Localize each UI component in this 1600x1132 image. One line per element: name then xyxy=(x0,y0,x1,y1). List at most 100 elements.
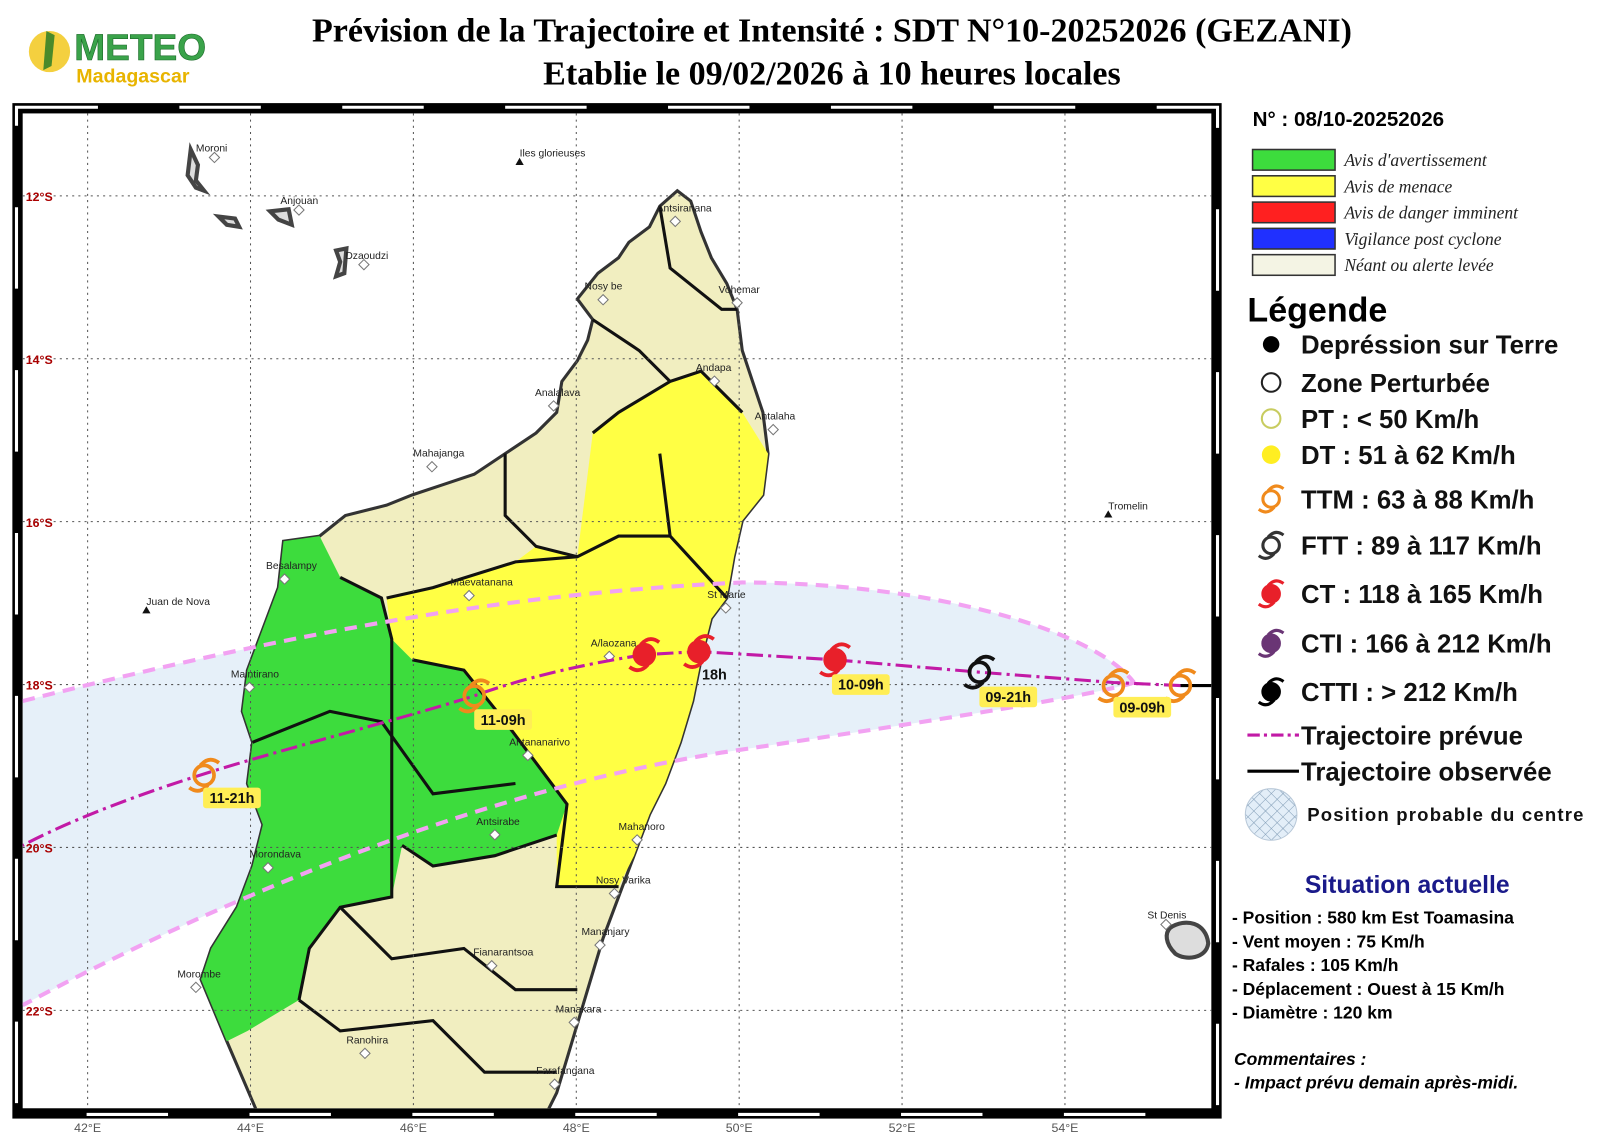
alert-label: Avis de danger imminent xyxy=(1343,203,1519,223)
alert-swatch xyxy=(1251,148,1336,171)
region-border xyxy=(658,453,672,537)
region-border xyxy=(339,906,578,992)
place-label: Mahanoro xyxy=(619,822,666,833)
legend-label: CT : 118 à 165 Km/h xyxy=(1301,581,1543,609)
alert-swatch xyxy=(1251,175,1336,198)
legend-label: Trajectoire observée xyxy=(1301,758,1552,786)
lon-label: 52°E xyxy=(889,1121,916,1132)
legend-label: CTI : 166 à 212 Km/h xyxy=(1301,631,1552,659)
cyclone-core xyxy=(632,642,657,667)
island-moheli xyxy=(212,213,243,230)
cyclone-core xyxy=(1261,681,1281,702)
place-marker xyxy=(208,151,221,164)
cyclone-core xyxy=(1261,489,1281,509)
cone-boundary xyxy=(22,680,1135,1007)
track-label: 09-09h xyxy=(1119,700,1165,716)
island-reunion xyxy=(1164,920,1211,960)
cyclone-symbol xyxy=(1257,628,1285,658)
place-marker xyxy=(731,296,743,309)
region-border xyxy=(412,658,619,889)
place-marker xyxy=(262,861,274,874)
place-label: Iles glorieuses xyxy=(520,149,586,160)
legend-title: Légende xyxy=(1247,292,1387,330)
legend-label: FTT : 89 à 117 Km/h xyxy=(1301,533,1542,561)
place-marker xyxy=(548,1078,561,1091)
legend-symbol xyxy=(1262,336,1280,353)
place-marker xyxy=(767,423,780,436)
place-marker xyxy=(142,606,151,614)
alert-swatch xyxy=(1251,253,1336,277)
lat-label: 20°S xyxy=(26,842,53,856)
place-label: Vohemar xyxy=(719,285,761,296)
place-label: Manakara xyxy=(556,1004,602,1015)
cyclone-symbol xyxy=(1257,530,1285,560)
place-label: Mananjary xyxy=(581,927,630,938)
cyclone-core xyxy=(1261,633,1281,654)
lon-label: 54°E xyxy=(1051,1121,1078,1132)
situation-line: - Déplacement : Ouest à 15 Km/h xyxy=(1232,979,1505,999)
title: Prévision de la Trajectoire et Intensité… xyxy=(312,12,1352,49)
place-label: Antananarivo xyxy=(509,737,570,748)
situation-title: Situation actuelle xyxy=(1305,872,1510,899)
cyclone-core xyxy=(1261,535,1281,556)
track-label-box xyxy=(831,674,890,695)
place-marker xyxy=(547,400,560,412)
place-label: Andapa xyxy=(696,363,732,374)
alert-label: Avis de menace xyxy=(1343,176,1452,196)
lat-label: 16°S xyxy=(26,516,53,530)
cyclone-symbol xyxy=(1257,677,1285,707)
place-label: Analalava xyxy=(535,388,580,399)
alert-label: Avis d'avertissement xyxy=(1343,150,1488,170)
legend-symbol xyxy=(1261,445,1281,464)
place-label: Nosy be xyxy=(585,282,623,293)
subtitle: Etablie le 09/02/2026 à 10 heures locale… xyxy=(543,56,1121,93)
cyclone-core xyxy=(1261,584,1281,604)
island-grande-comore xyxy=(185,142,211,196)
place-label: Ranohira xyxy=(346,1035,388,1046)
place-label: Nosy Varika xyxy=(596,876,651,887)
track-label: 09-21h xyxy=(985,690,1031,706)
place-label: Antsirabe xyxy=(476,817,520,828)
place-label: Maintirano xyxy=(231,669,279,680)
map-frame-stripes xyxy=(14,105,1220,1116)
cyclone-core xyxy=(1168,673,1193,698)
place-marker xyxy=(669,215,682,228)
cyclone-symbol xyxy=(1257,484,1285,514)
situation-line: - Diamètre : 120 km xyxy=(1232,1003,1393,1023)
lon-label: 46°E xyxy=(400,1121,427,1132)
place-marker xyxy=(608,887,621,900)
legend-label: Trajectoire prévue xyxy=(1301,722,1523,750)
place-label: Fianarantsoa xyxy=(473,948,533,959)
legend-label: Position probable du centre xyxy=(1307,804,1583,825)
alert-label: Néant ou alerte levée xyxy=(1343,255,1494,275)
place-label: Tromelin xyxy=(1108,501,1148,512)
place-label: Farafangana xyxy=(536,1066,595,1077)
cyclone-core xyxy=(192,763,216,788)
region-border xyxy=(503,453,578,559)
cyclone-symbol xyxy=(819,642,852,678)
place-label: Maevatanana xyxy=(451,578,514,589)
place-label: Moroni xyxy=(196,144,227,155)
situation-line: - Vent moyen : 75 Km/h xyxy=(1232,931,1425,951)
track-label: 11-09h xyxy=(481,713,526,729)
logo-name: METEO xyxy=(74,26,206,68)
place-marker xyxy=(597,293,609,306)
legend-label: Depréssion sur Terre xyxy=(1301,332,1558,360)
cyclone-symbol xyxy=(1257,579,1285,609)
lon-label: 42°E xyxy=(74,1121,101,1132)
place-label: Antsiranana xyxy=(657,203,712,214)
place-marker xyxy=(243,681,256,694)
place-marker xyxy=(631,834,643,846)
islands xyxy=(185,142,1211,960)
place-label: St Denis xyxy=(1147,911,1186,922)
track-label: 10-09h xyxy=(838,678,884,694)
alert-swatch xyxy=(1251,227,1336,250)
place-marker xyxy=(485,959,498,972)
cyclone-symbol xyxy=(628,637,661,673)
place-marker xyxy=(489,828,501,841)
place-marker xyxy=(1160,918,1172,931)
alert-swatch xyxy=(1251,201,1336,224)
place-marker xyxy=(293,204,305,216)
place-marker xyxy=(463,589,475,602)
place-marker xyxy=(278,573,291,585)
